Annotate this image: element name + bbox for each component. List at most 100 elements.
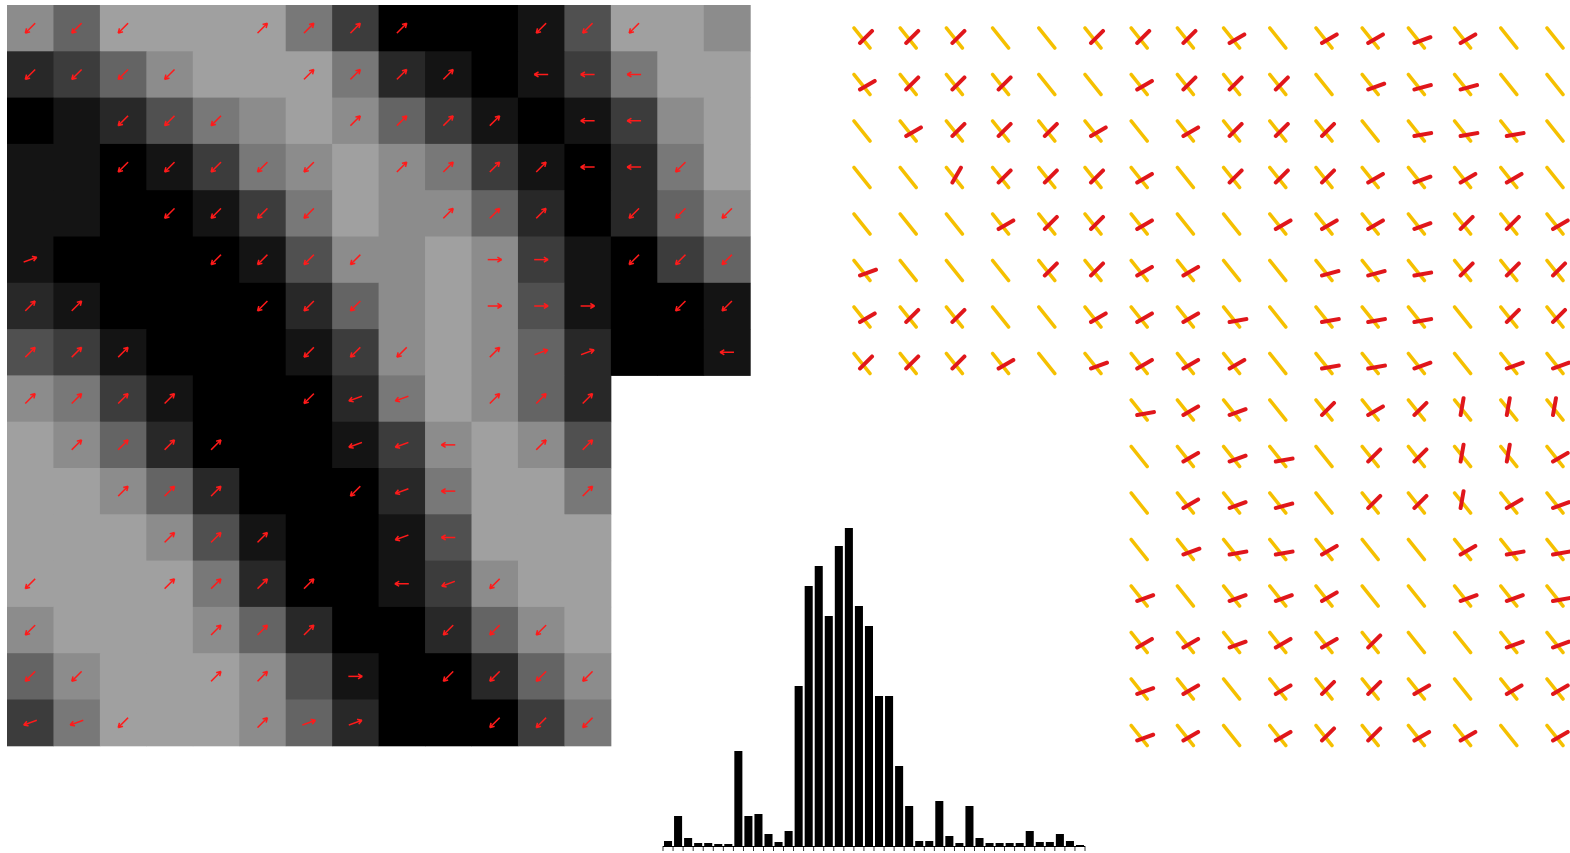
gradient-arrow [23, 719, 38, 727]
orientation-glyph [1037, 305, 1057, 329]
dominant-orientation [1181, 358, 1201, 371]
gradient-arrow [489, 624, 501, 636]
orientation-glyph [1545, 165, 1565, 190]
gradient-arrow [580, 348, 595, 356]
gradient-arrow [442, 207, 454, 219]
gradient-arrow [303, 207, 315, 220]
orientation-glyph [1221, 119, 1242, 143]
dominant-orientation [858, 311, 877, 324]
pixel-cell [657, 97, 705, 145]
orientation-glyph [1221, 677, 1242, 701]
dominant-orientation [1458, 131, 1480, 138]
dominant-orientation [1320, 544, 1339, 557]
orientation-glyph [1221, 723, 1242, 748]
orientation-glyph [1499, 723, 1519, 748]
orientation-glyph [1314, 351, 1334, 376]
dominant-orientation [1181, 311, 1201, 324]
gradient-arrow [581, 670, 594, 683]
orientation-glyph [990, 26, 1011, 50]
dominant-orientation [1227, 500, 1248, 510]
pixel-cell [657, 329, 705, 376]
dominant-orientation [1458, 261, 1475, 278]
dominant-orientation [1366, 447, 1383, 464]
gradient-arrow [394, 441, 409, 449]
orientation-glyph [1452, 305, 1473, 329]
gradient-arrow [489, 207, 501, 219]
gradient-arrow [580, 163, 595, 171]
gradient-arrow [210, 670, 222, 682]
orientation-glyph [1083, 26, 1103, 50]
gradient-arrow [303, 254, 315, 266]
gradient-arrow [535, 439, 547, 451]
dominant-orientation [1366, 218, 1385, 231]
pixel-cell [99, 560, 147, 608]
gradient-arrow [210, 254, 222, 266]
gradient-arrow [303, 68, 315, 80]
orientation-glyph [1406, 258, 1427, 283]
orientation-glyph [1452, 537, 1473, 562]
orientation-glyph [1268, 72, 1288, 97]
histogram-bar [664, 841, 673, 846]
dominant-orientation [1227, 549, 1249, 557]
dominant-orientation [904, 125, 923, 138]
orientation-glyph [1360, 537, 1380, 562]
dominant-orientation [904, 28, 921, 45]
orientation-glyph [1221, 584, 1242, 608]
orientation-glyph [1314, 630, 1334, 655]
orientation-glyph [1452, 119, 1473, 143]
histogram-bar [965, 806, 974, 846]
dominant-orientation [1320, 32, 1339, 45]
orientation-glyph [1175, 26, 1196, 50]
dominant-orientation [1135, 311, 1154, 324]
orientation-glyph [1452, 584, 1473, 608]
orientation-glyph [1545, 119, 1565, 143]
dominant-orientation [1273, 593, 1294, 603]
orientation-glyph [1129, 677, 1149, 701]
gradient-arrow [628, 207, 640, 220]
gradient-arrow [303, 161, 315, 173]
orientation-glyph [1314, 119, 1334, 143]
gradient-arrow [489, 392, 501, 405]
orientation-glyph [1452, 258, 1473, 283]
orientation-glyph [1406, 72, 1427, 97]
dominant-orientation [1412, 493, 1429, 510]
orientation-glyph [1314, 165, 1334, 190]
histogram-bar [784, 831, 793, 846]
dominant-orientation [1551, 396, 1558, 417]
histogram-bar [885, 696, 894, 846]
orientation-glyph [1360, 72, 1380, 97]
orientation-glyph [1499, 212, 1519, 236]
gradient-arrow [303, 624, 315, 636]
pixel-cell [703, 5, 751, 52]
pixel-cell [564, 514, 612, 562]
orientation-glyph [990, 165, 1011, 190]
orientation-glyph [1452, 212, 1473, 236]
dominant-orientation [1320, 168, 1337, 185]
dominant-orientation [1181, 546, 1202, 557]
orientation-glyph [1499, 258, 1519, 283]
orientation-glyph [1221, 444, 1242, 469]
dominant-orientation [1089, 261, 1106, 278]
gradient-arrow [256, 624, 269, 636]
dominant-orientation [996, 75, 1013, 92]
orientation-glyph [1314, 537, 1334, 562]
dominant-orientation [1320, 637, 1339, 650]
gradient-arrow [487, 302, 503, 310]
dominant-orientation [1273, 549, 1295, 557]
gradient-arrow [442, 115, 454, 127]
dominant-orientation [1504, 360, 1525, 371]
orientation-glyph [1545, 212, 1565, 236]
dominant-orientation [1273, 501, 1295, 510]
dominant-orientation [1135, 593, 1156, 603]
dominant-orientation [1504, 307, 1521, 324]
orientation-glyph [1175, 444, 1196, 469]
gradient-arrow [256, 22, 269, 34]
orientation-glyph [1499, 351, 1519, 376]
gradient-arrow [210, 115, 222, 127]
orientation-glyph [1545, 723, 1565, 748]
orientation-glyph [1175, 72, 1196, 97]
pixel-cell [239, 421, 287, 469]
dominant-orientation [1366, 172, 1385, 185]
orientation-glyph [1129, 305, 1149, 329]
gradient-arrow [534, 348, 549, 356]
